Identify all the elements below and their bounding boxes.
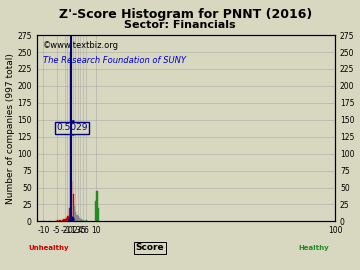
Text: ©www.textbiz.org: ©www.textbiz.org [43,41,119,50]
Bar [96,191,98,221]
Text: The Research Foundation of SUNY: The Research Foundation of SUNY [43,56,186,65]
Bar [59,220,60,221]
Bar [68,208,70,221]
Title: Z'-Score Histogram for PNNT (2016): Z'-Score Histogram for PNNT (2016) [59,8,312,21]
Bar [70,52,71,221]
Bar [57,220,58,221]
Bar [82,220,83,221]
Bar [98,208,99,221]
Bar [75,212,76,221]
Bar [66,218,67,221]
Bar [79,218,80,221]
Bar [63,219,64,221]
Bar [62,220,63,221]
Text: 0.5029: 0.5029 [57,123,88,132]
Bar [86,220,87,221]
Bar [71,181,72,221]
Y-axis label: Number of companies (997 total): Number of companies (997 total) [5,53,14,204]
Text: Unhealthy: Unhealthy [28,245,69,251]
Bar [74,207,75,221]
Bar [81,219,82,221]
Bar [76,215,78,221]
Text: Sector: Financials: Sector: Financials [124,20,236,30]
Bar [83,220,85,221]
Bar [67,216,68,221]
Bar [64,219,66,221]
Bar [72,194,74,221]
Text: Healthy: Healthy [299,245,329,251]
Bar [78,216,79,221]
Text: Score: Score [136,243,165,252]
Bar [95,201,96,221]
